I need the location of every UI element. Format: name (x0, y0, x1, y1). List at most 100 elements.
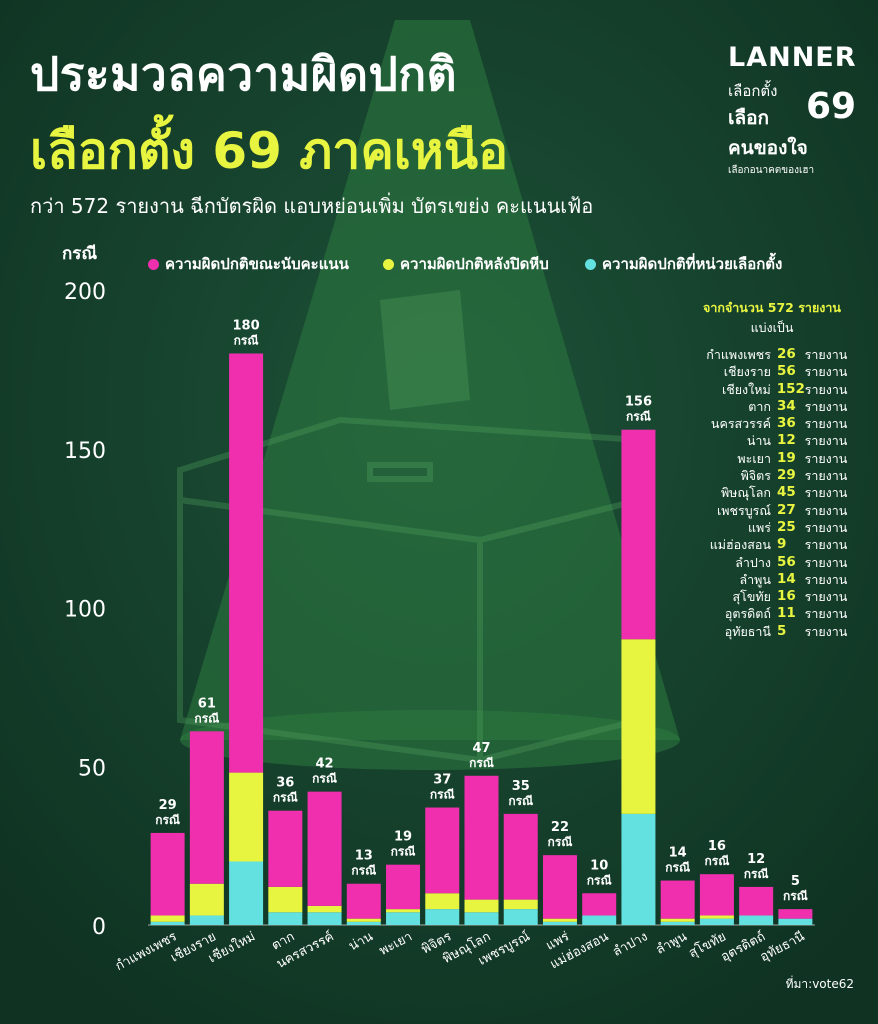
bar-segment (542, 855, 577, 919)
bar-segment (739, 886, 774, 916)
bar-segment (307, 912, 342, 925)
bar-segment (582, 915, 617, 925)
summary-province: เชียงใหม่ (721, 381, 771, 397)
summary-province: แม่ฮ่องสอน (709, 537, 771, 553)
summary-row: แม่ฮ่องสอน 9 รายงาน (692, 536, 852, 553)
summary-count: 16 (776, 588, 796, 605)
bar-total-label: 10 (590, 858, 608, 873)
summary-row: เชียงราย 56 รายงาน (692, 363, 852, 380)
legend-item-counting: ความผิดปกติขณะนับคะแนน (148, 252, 349, 276)
summary-row: พิจิตร 29 รายงาน (692, 467, 852, 484)
bar-unit-label: กรณี (351, 864, 376, 878)
bar-unit-label: กรณี (194, 711, 219, 725)
summary-row: สุโขทัย 16 รายงาน (692, 588, 852, 605)
summary-unit: รายงาน (804, 606, 848, 622)
y-tick-label: 50 (78, 756, 106, 781)
legend-label-counting: ความผิดปกติขณะนับคะแนน (165, 255, 349, 273)
summary-province: สุโขทัย (732, 589, 771, 605)
bar-unit-label: กรณี (508, 794, 533, 808)
summary-count: 29 (776, 467, 796, 484)
summary-unit: รายงาน (804, 502, 848, 518)
bar-segment (582, 893, 617, 916)
bar-unit-label: กรณี (704, 854, 729, 868)
summary-unit: รายงาน (804, 623, 848, 639)
bar-segment (189, 731, 224, 884)
bar-total-label: 37 (433, 773, 451, 788)
bar-unit-label: กรณี (430, 788, 455, 802)
bar-segment (268, 810, 303, 887)
summary-unit: รายงาน (804, 589, 848, 605)
summary-count: 14 (776, 570, 796, 587)
bar-total-label: 180 (233, 319, 260, 334)
page-subtitle: กว่า 572 รายงาน ฉีกบัตรผิด แอบหย่อนเพิ่ม… (30, 194, 594, 218)
bar-total-label: 29 (159, 798, 177, 813)
page-title: ประมวลความผิดปกติ (30, 47, 457, 101)
bar-unit-label: กรณี (665, 861, 690, 875)
bar-segment (542, 918, 577, 922)
summary-count: 56 (776, 553, 796, 570)
summary-row: พะเยา 19 รายงาน (692, 450, 852, 467)
summary-unit: รายงาน (804, 554, 848, 570)
bar-total-label: 61 (198, 696, 216, 711)
bar-unit-label: กรณี (234, 334, 259, 348)
bar-segment (778, 909, 813, 919)
bar-segment (386, 864, 421, 910)
bar-segment (503, 813, 538, 900)
summary-row: ตาก 34 รายงาน (692, 398, 852, 415)
bar-segment (386, 909, 421, 913)
bar-total-label: 12 (747, 852, 765, 867)
bar-unit-label: กรณี (744, 867, 769, 881)
summary-province: พิจิตร (740, 468, 771, 484)
summary-province: ตาก (748, 398, 771, 414)
bar-segment (464, 899, 499, 913)
bar-total-label: 156 (625, 395, 652, 410)
logo-line3: คนของใจ (728, 137, 808, 159)
summary-unit: รายงาน (804, 433, 848, 449)
legend-label-polling-unit: ความผิดปกติที่หน่วยเลือกตั้ง (602, 255, 783, 273)
spotlight-cone (180, 20, 680, 740)
summary-count: 45 (776, 484, 796, 501)
bar-segment (150, 832, 185, 916)
bar-segment (739, 915, 774, 925)
bar-total-label: 16 (708, 839, 726, 854)
bar-segment (660, 918, 695, 922)
bar-segment (229, 772, 264, 862)
legend-swatch-polling-unit (585, 258, 596, 270)
summary-province: กำแพงเพชร (706, 347, 771, 362)
logo-line4: เลือกอนาคตของเฮา (728, 165, 815, 176)
summary-count: 11 (776, 605, 796, 622)
bar-unit-label: กรณี (783, 889, 808, 903)
summary-row: อุทัยธานี 5 รายงาน (692, 623, 852, 640)
bar-segment (150, 921, 185, 925)
bar-total-label: 19 (394, 830, 412, 845)
bar-segment (346, 918, 381, 922)
bar-segment (699, 874, 734, 916)
summary-row: เชียงใหม่ 152 รายงาน (692, 381, 852, 398)
summary-province: อุตรดิตถ์ (724, 606, 771, 622)
summary-unit: รายงาน (804, 364, 848, 380)
summary-province: ลำปาง (735, 554, 771, 570)
x-tick-label: น่าน (346, 929, 375, 954)
legend-swatch-after-close (383, 258, 394, 270)
bar-segment (229, 353, 264, 773)
bar-unit-label: กรณี (587, 873, 612, 887)
bar-total-label: 36 (276, 776, 294, 791)
logo-number: 69 (806, 86, 857, 127)
summary-subheading: แบ่งเป็น (750, 320, 794, 335)
summary-province: นครสวรรค์ (710, 416, 771, 432)
summary-count: 25 (776, 518, 796, 535)
x-tick-label: ลำพูน (654, 929, 690, 958)
bar-segment (307, 791, 342, 906)
bar-segment (346, 883, 381, 919)
summary-province: น่าน (746, 433, 771, 449)
summary-unit: รายงาน (804, 468, 848, 484)
summary-count: 152 (776, 380, 805, 397)
bar-segment (660, 921, 695, 925)
bar-segment (699, 915, 734, 919)
bar-segment (778, 918, 813, 925)
summary-count: 19 (776, 449, 796, 466)
bar-segment (268, 912, 303, 925)
bar-unit-label: กรณี (469, 756, 494, 770)
summary-province: พะเยา (737, 450, 771, 466)
